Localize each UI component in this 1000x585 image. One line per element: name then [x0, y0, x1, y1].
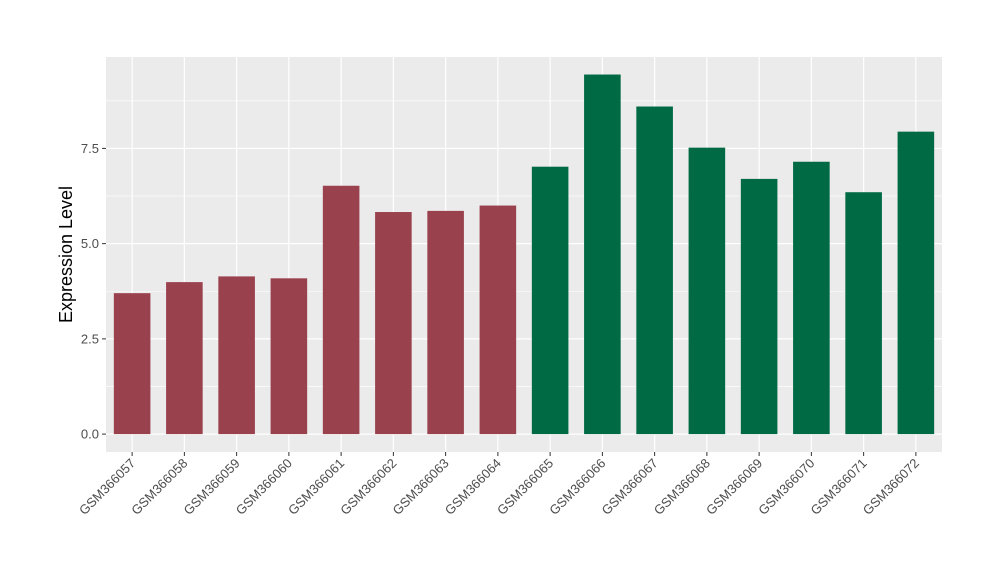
bar: [479, 205, 517, 435]
bar: [322, 185, 360, 435]
y-axis: 0.0 2.5 5.0 7.5: [81, 141, 106, 442]
bar: [427, 210, 464, 435]
y-tick-label: 5.0: [81, 236, 99, 251]
bar: [688, 147, 726, 435]
bar: [375, 212, 412, 435]
bar: [584, 74, 621, 435]
x-tick-label: GSM366072: [860, 456, 922, 518]
bar: [897, 131, 935, 435]
y-axis-title: Expression Level: [56, 186, 76, 323]
bar: [845, 192, 882, 435]
bar: [531, 166, 569, 435]
bar: [113, 293, 151, 435]
bars: [113, 74, 935, 435]
y-tick-label: 2.5: [81, 331, 99, 346]
bar: [740, 178, 778, 435]
bar: [166, 282, 203, 435]
y-tick-label: 7.5: [81, 141, 99, 156]
bar: [218, 276, 255, 435]
bar: [793, 161, 830, 435]
x-axis: GSM366057GSM366058GSM366059GSM366060GSM3…: [76, 452, 922, 518]
bar: [636, 106, 673, 435]
y-tick-label: 0.0: [81, 427, 99, 442]
bar: [270, 278, 308, 435]
